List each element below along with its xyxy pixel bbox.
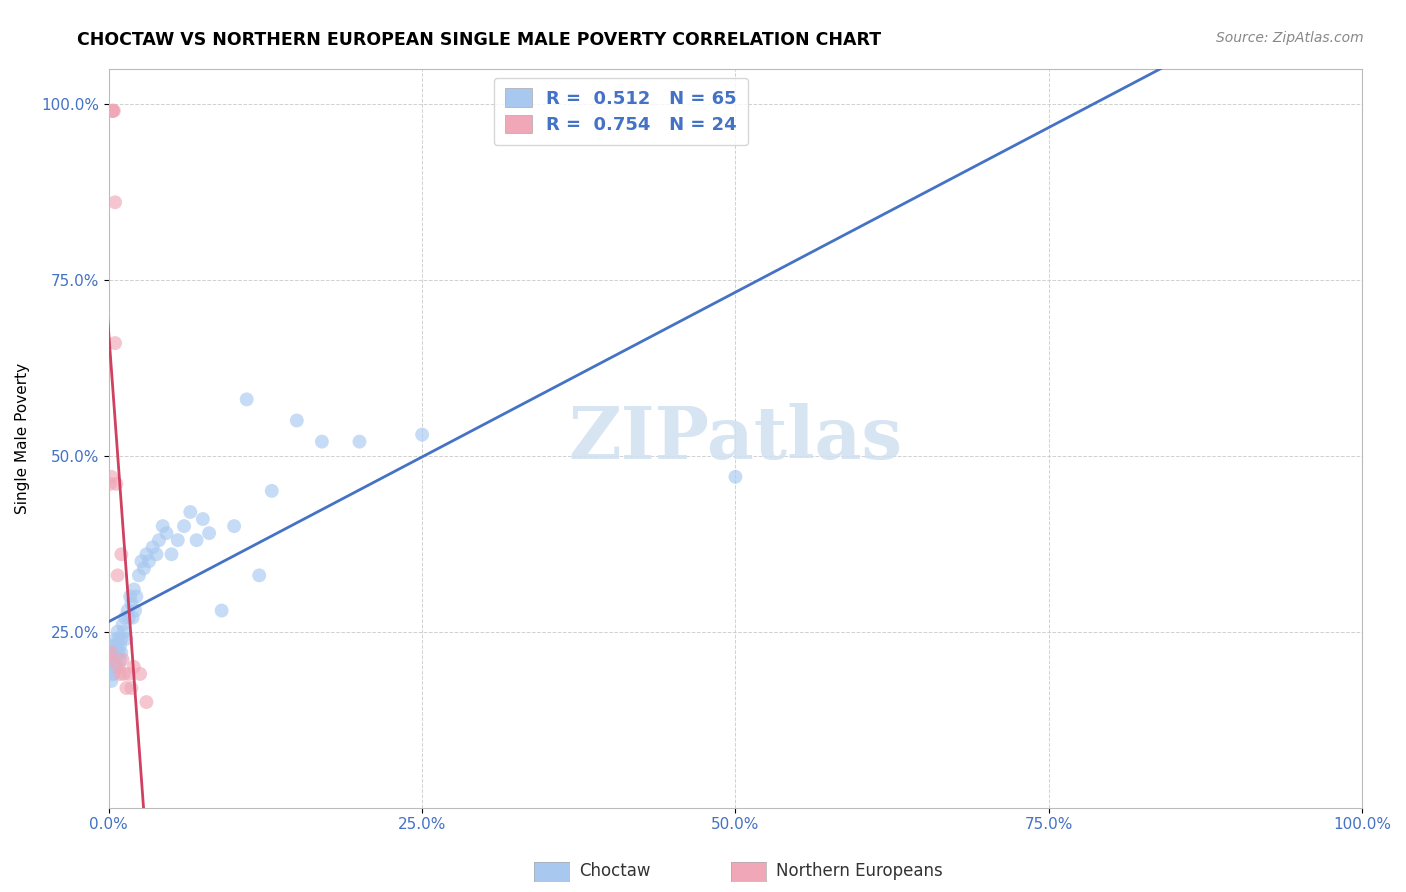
Point [179, 505, 201, 519]
Point [108, 632, 131, 646]
Point [311, 434, 333, 449]
Point [211, 603, 233, 617]
Legend: R =  0.512   N = 65, R =  0.754   N = 24: R = 0.512 N = 65, R = 0.754 N = 24 [494, 78, 748, 145]
Point [118, 610, 141, 624]
Point [98, 653, 121, 667]
Point [107, 639, 129, 653]
Point [108, 667, 131, 681]
Point [100, 639, 122, 653]
Point [101, 103, 124, 118]
Point [125, 590, 148, 604]
Point [349, 434, 371, 449]
Point [120, 590, 142, 604]
Point [98, 660, 121, 674]
Point [101, 103, 124, 118]
Point [142, 540, 165, 554]
Point [247, 568, 270, 582]
Text: CHOCTAW VS NORTHERN EUROPEAN SINGLE MALE POVERTY CORRELATION CHART: CHOCTAW VS NORTHERN EUROPEAN SINGLE MALE… [77, 31, 882, 49]
Point [100, 653, 122, 667]
Point [105, 632, 128, 646]
Point [160, 547, 183, 561]
Point [110, 632, 132, 646]
Point [155, 526, 177, 541]
Point [98, 476, 121, 491]
Point [132, 561, 155, 575]
Point [117, 603, 139, 617]
Point [104, 639, 127, 653]
Point [120, 597, 142, 611]
Point [128, 568, 150, 582]
Point [173, 519, 195, 533]
Point [191, 512, 214, 526]
Point [124, 603, 146, 617]
Point [260, 483, 283, 498]
Point [103, 667, 125, 681]
Point [103, 103, 125, 118]
Point [122, 660, 145, 674]
Point [235, 392, 257, 407]
Point [105, 646, 128, 660]
Point [101, 660, 124, 674]
Point [108, 660, 131, 674]
Point [152, 519, 174, 533]
Point [135, 695, 157, 709]
Point [224, 519, 246, 533]
Point [101, 103, 124, 118]
Point [101, 646, 124, 660]
Point [112, 624, 135, 639]
Point [285, 413, 308, 427]
Point [111, 653, 134, 667]
Point [114, 610, 136, 624]
Text: Choctaw: Choctaw [579, 863, 651, 880]
Point [166, 533, 188, 548]
Point [115, 632, 138, 646]
Text: Northern Europeans: Northern Europeans [776, 863, 943, 880]
Point [186, 533, 208, 548]
Point [107, 568, 129, 582]
Point [104, 653, 127, 667]
Point [135, 547, 157, 561]
Point [103, 653, 125, 667]
Point [411, 427, 433, 442]
Point [108, 653, 131, 667]
Point [111, 617, 134, 632]
Point [105, 476, 128, 491]
Point [98, 646, 121, 660]
Point [108, 639, 131, 653]
Point [129, 667, 152, 681]
Point [104, 336, 127, 351]
Text: ZIPatlas: ZIPatlas [568, 402, 903, 474]
Point [107, 624, 129, 639]
Point [101, 653, 124, 667]
Point [100, 673, 122, 688]
Y-axis label: Single Male Poverty: Single Male Poverty [15, 362, 30, 514]
Point [118, 667, 141, 681]
Point [148, 533, 170, 548]
Point [104, 660, 127, 674]
Point [138, 554, 160, 568]
Point [121, 610, 143, 624]
Point [103, 646, 125, 660]
Point [108, 646, 131, 660]
Point [110, 646, 132, 660]
Point [100, 470, 122, 484]
Point [145, 547, 167, 561]
Point [122, 582, 145, 597]
Point [724, 470, 747, 484]
Point [115, 681, 138, 695]
Point [120, 681, 142, 695]
Point [131, 554, 153, 568]
Point [101, 103, 124, 118]
Point [105, 660, 128, 674]
Point [100, 646, 122, 660]
Point [110, 547, 132, 561]
Point [198, 526, 221, 541]
Text: Source: ZipAtlas.com: Source: ZipAtlas.com [1216, 31, 1364, 45]
Point [104, 195, 127, 210]
Point [101, 667, 124, 681]
Point [112, 667, 135, 681]
